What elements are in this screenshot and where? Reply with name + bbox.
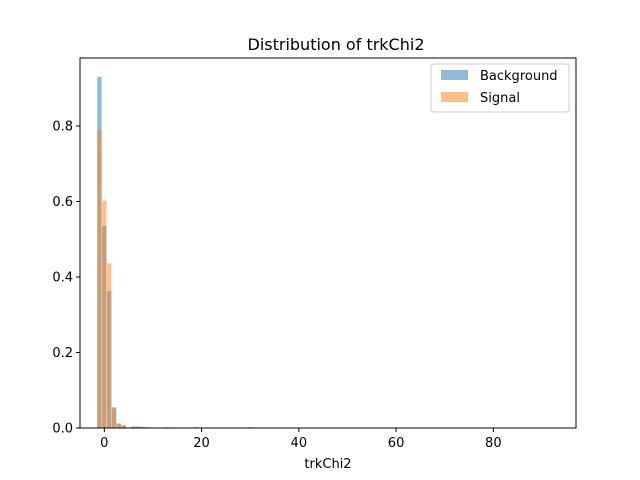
y-tick-label-1: 0.2: [52, 346, 73, 361]
x-tick-label-4: 80: [485, 436, 502, 451]
bar-signal-1: [102, 200, 107, 428]
plot-area: [79, 57, 577, 429]
legend-swatch-background: [441, 70, 468, 80]
bars: [97, 76, 350, 429]
bar-signal-3: [111, 409, 117, 428]
y-tick-label-2: 0.4: [52, 270, 73, 285]
bar-signal-0: [97, 129, 102, 429]
x-axis-label: trkChi2: [304, 457, 351, 472]
x-tick-label-2: 40: [291, 436, 308, 451]
legend-label-signal: Signal: [480, 91, 520, 106]
x-axis: 0 20 40 60 80: [100, 428, 502, 451]
legend: Background Signal: [430, 63, 570, 113]
legend-label-background: Background: [480, 69, 558, 84]
bar-signal-2: [106, 263, 112, 428]
x-tick-label-1: 20: [193, 436, 210, 451]
x-tick-label-3: 60: [388, 436, 405, 451]
bar-signal-8: [194, 426, 199, 428]
chart-title: Distribution of trkChi2: [248, 35, 425, 54]
y-tick-label-0: 0.0: [52, 422, 73, 437]
bar-signal-4: [116, 424, 122, 428]
x-tick-label-0: 0: [100, 436, 108, 451]
y-tick-label-3: 0.6: [52, 195, 73, 210]
plot-background: [80, 58, 576, 428]
bar-signal-5: [121, 424, 126, 428]
plot-frame: [79, 57, 577, 429]
legend-swatch-signal: [441, 92, 468, 102]
y-axis: 0.0 0.2 0.4 0.6 0.8: [52, 119, 80, 437]
bar-signal-6: [131, 426, 136, 428]
y-tick-label-4: 0.8: [52, 119, 73, 134]
bar-background-7: [136, 426, 141, 428]
